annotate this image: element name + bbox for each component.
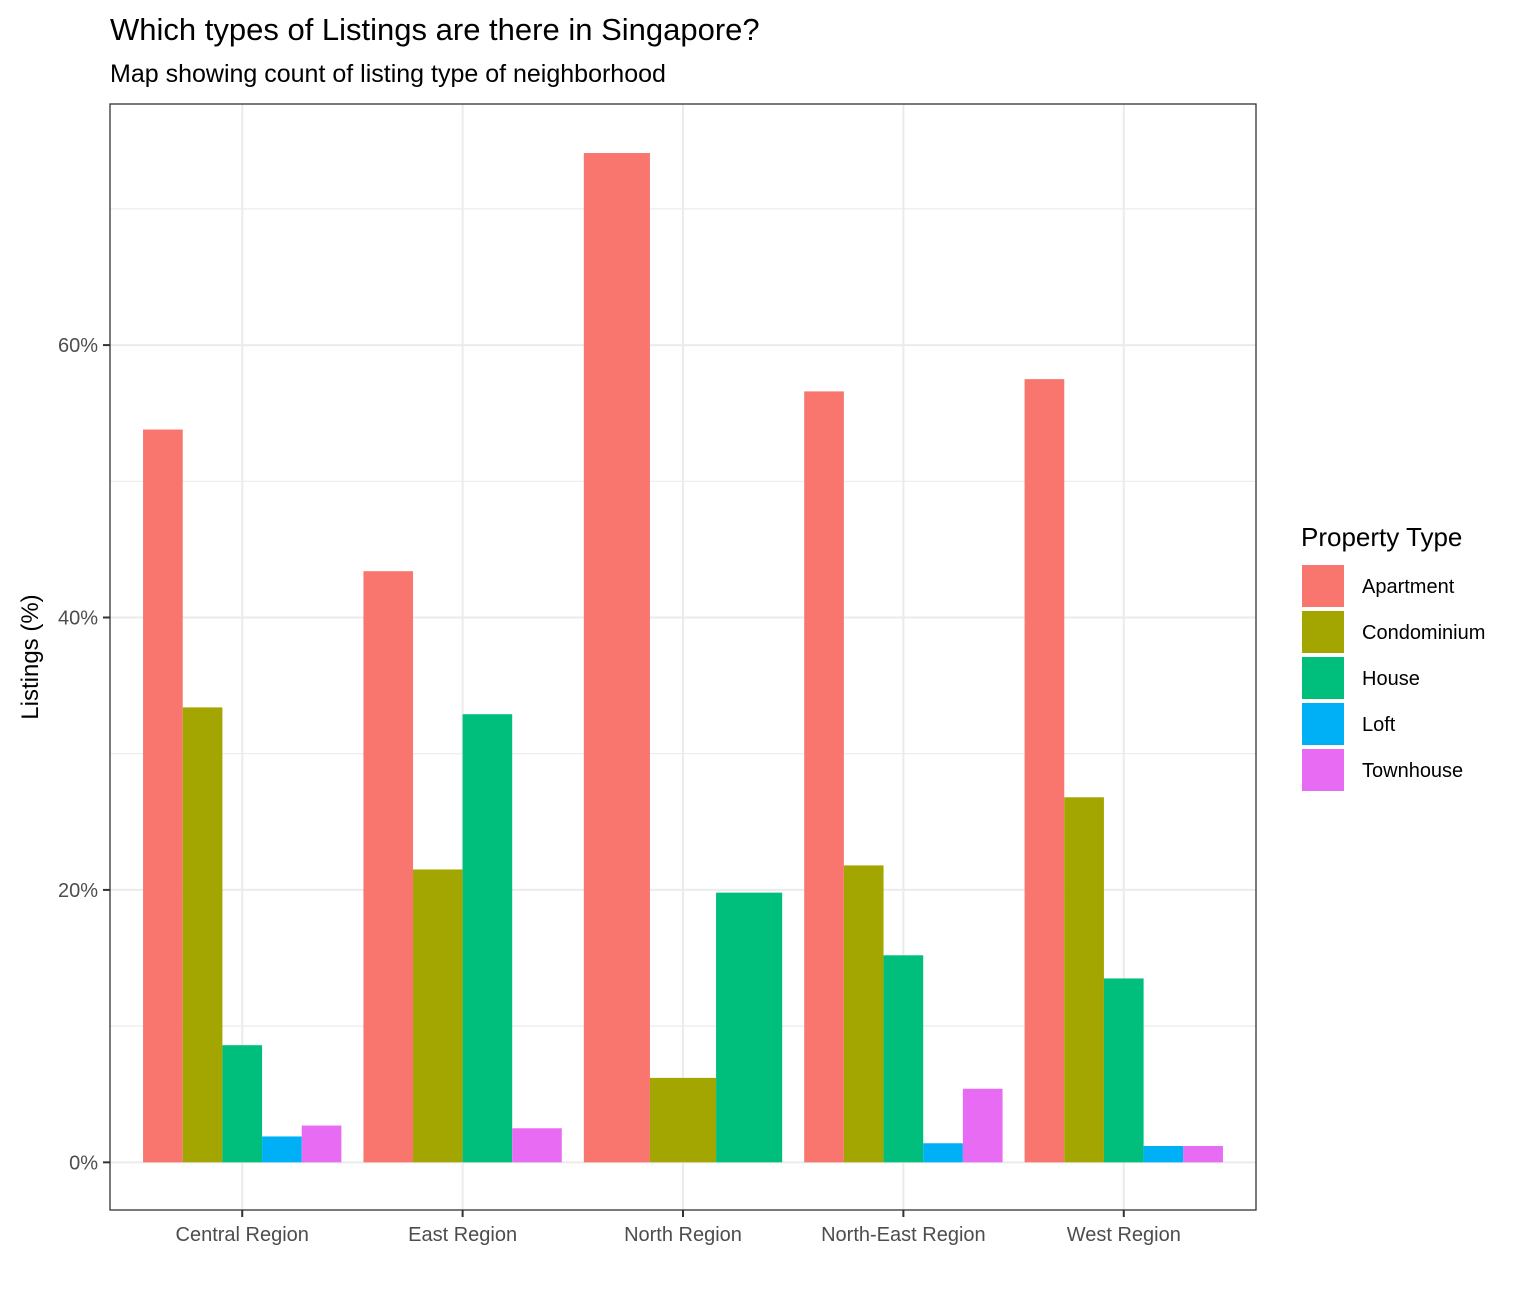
y-axis: 0% 20% 40% 60%: [58, 335, 110, 1174]
legend-key-house: [1302, 657, 1344, 699]
x-tick-label: North Region: [624, 1224, 742, 1246]
legend-label-loft: Loft: [1362, 714, 1396, 736]
legend-key-apartment: [1302, 565, 1344, 607]
bar-apartment-north-east-region: [804, 391, 844, 1163]
x-tick-label: North-East Region: [821, 1224, 986, 1246]
bar-house-east-region: [462, 714, 513, 1163]
y-axis-title: Listings (%): [17, 594, 44, 719]
bar-house-north-east-region: [883, 955, 924, 1163]
bar-house-north-region: [716, 892, 783, 1163]
bars: [143, 153, 1223, 1163]
bar-townhouse-east-region: [512, 1128, 562, 1163]
y-tick-label: 0%: [69, 1152, 98, 1174]
bar-apartment-north-region: [583, 153, 650, 1163]
legend-title: Property Type: [1301, 522, 1462, 552]
bar-loft-north-east-region: [923, 1143, 963, 1163]
bar-townhouse-west-region: [1183, 1145, 1223, 1163]
y-tick-label: 60%: [58, 335, 98, 357]
x-tick-label: West Region: [1067, 1224, 1181, 1246]
legend-key-townhouse: [1302, 749, 1344, 791]
bar-apartment-central-region: [143, 429, 183, 1163]
bar-condominium-west-region: [1064, 797, 1104, 1163]
bar-condominium-north-region: [649, 1077, 717, 1163]
legend-label-apartment: Apartment: [1362, 576, 1455, 598]
bar-apartment-east-region: [363, 571, 414, 1163]
chart-subtitle: Map showing count of listing type of nei…: [110, 60, 666, 88]
legend-label-townhouse: Townhouse: [1362, 760, 1463, 782]
bar-house-central-region: [222, 1045, 263, 1163]
bar-townhouse-central-region: [301, 1125, 342, 1163]
x-axis: Central Region East Region North Region Nor…: [176, 1210, 1181, 1246]
bar-house-west-region: [1103, 978, 1144, 1163]
legend-key-condominium: [1302, 611, 1344, 653]
bar-condominium-east-region: [413, 869, 463, 1163]
x-tick-label: East Region: [408, 1224, 517, 1246]
x-tick-label: Central Region: [176, 1224, 309, 1246]
bar-apartment-west-region: [1024, 379, 1065, 1163]
legend-label-condominium: Condominium: [1362, 622, 1485, 644]
chart-title: Which types of Listings are there in Sin…: [110, 12, 760, 47]
y-tick-label: 20%: [58, 880, 98, 902]
legend: Apartment Condominium House Loft Townhouse: [1302, 565, 1485, 791]
bar-loft-central-region: [262, 1136, 302, 1163]
bar-loft-west-region: [1143, 1145, 1184, 1163]
legend-key-loft: [1302, 703, 1344, 745]
y-tick-label: 40%: [58, 608, 98, 630]
bar-condominium-north-east-region: [843, 865, 884, 1163]
bar-townhouse-north-east-region: [962, 1088, 1003, 1163]
legend-label-house: House: [1362, 668, 1420, 690]
bar-condominium-central-region: [182, 707, 223, 1163]
